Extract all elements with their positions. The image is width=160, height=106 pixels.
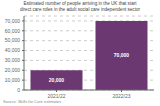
svg-text:0: 0 bbox=[17, 87, 20, 93]
svg-text:2022/23: 2022/23 bbox=[112, 93, 130, 99]
html-text:direct care roles in the adult: direct care roles in the adult social ca… bbox=[20, 6, 140, 12]
svg-text:20,000: 20,000 bbox=[8, 67, 20, 73]
svg-text:60,000: 60,000 bbox=[8, 28, 20, 34]
svg-text:30,000: 30,000 bbox=[8, 57, 20, 63]
html-text:Source: Skills for Care estima: Source: Skills for Care estimates bbox=[3, 99, 61, 104]
svg-text:2021/22: 2021/22 bbox=[47, 93, 65, 99]
svg-text:40,000: 40,000 bbox=[8, 47, 20, 53]
svg-text:70,000: 70,000 bbox=[114, 52, 130, 58]
svg-text:50,000: 50,000 bbox=[8, 37, 20, 43]
html-text:Estimated number of people arr: Estimated number of people arriving in t… bbox=[23, 1, 137, 6]
svg-text:10,000: 10,000 bbox=[8, 77, 20, 83]
svg-text:70,000: 70,000 bbox=[8, 18, 20, 24]
svg-text:20,000: 20,000 bbox=[49, 77, 65, 83]
